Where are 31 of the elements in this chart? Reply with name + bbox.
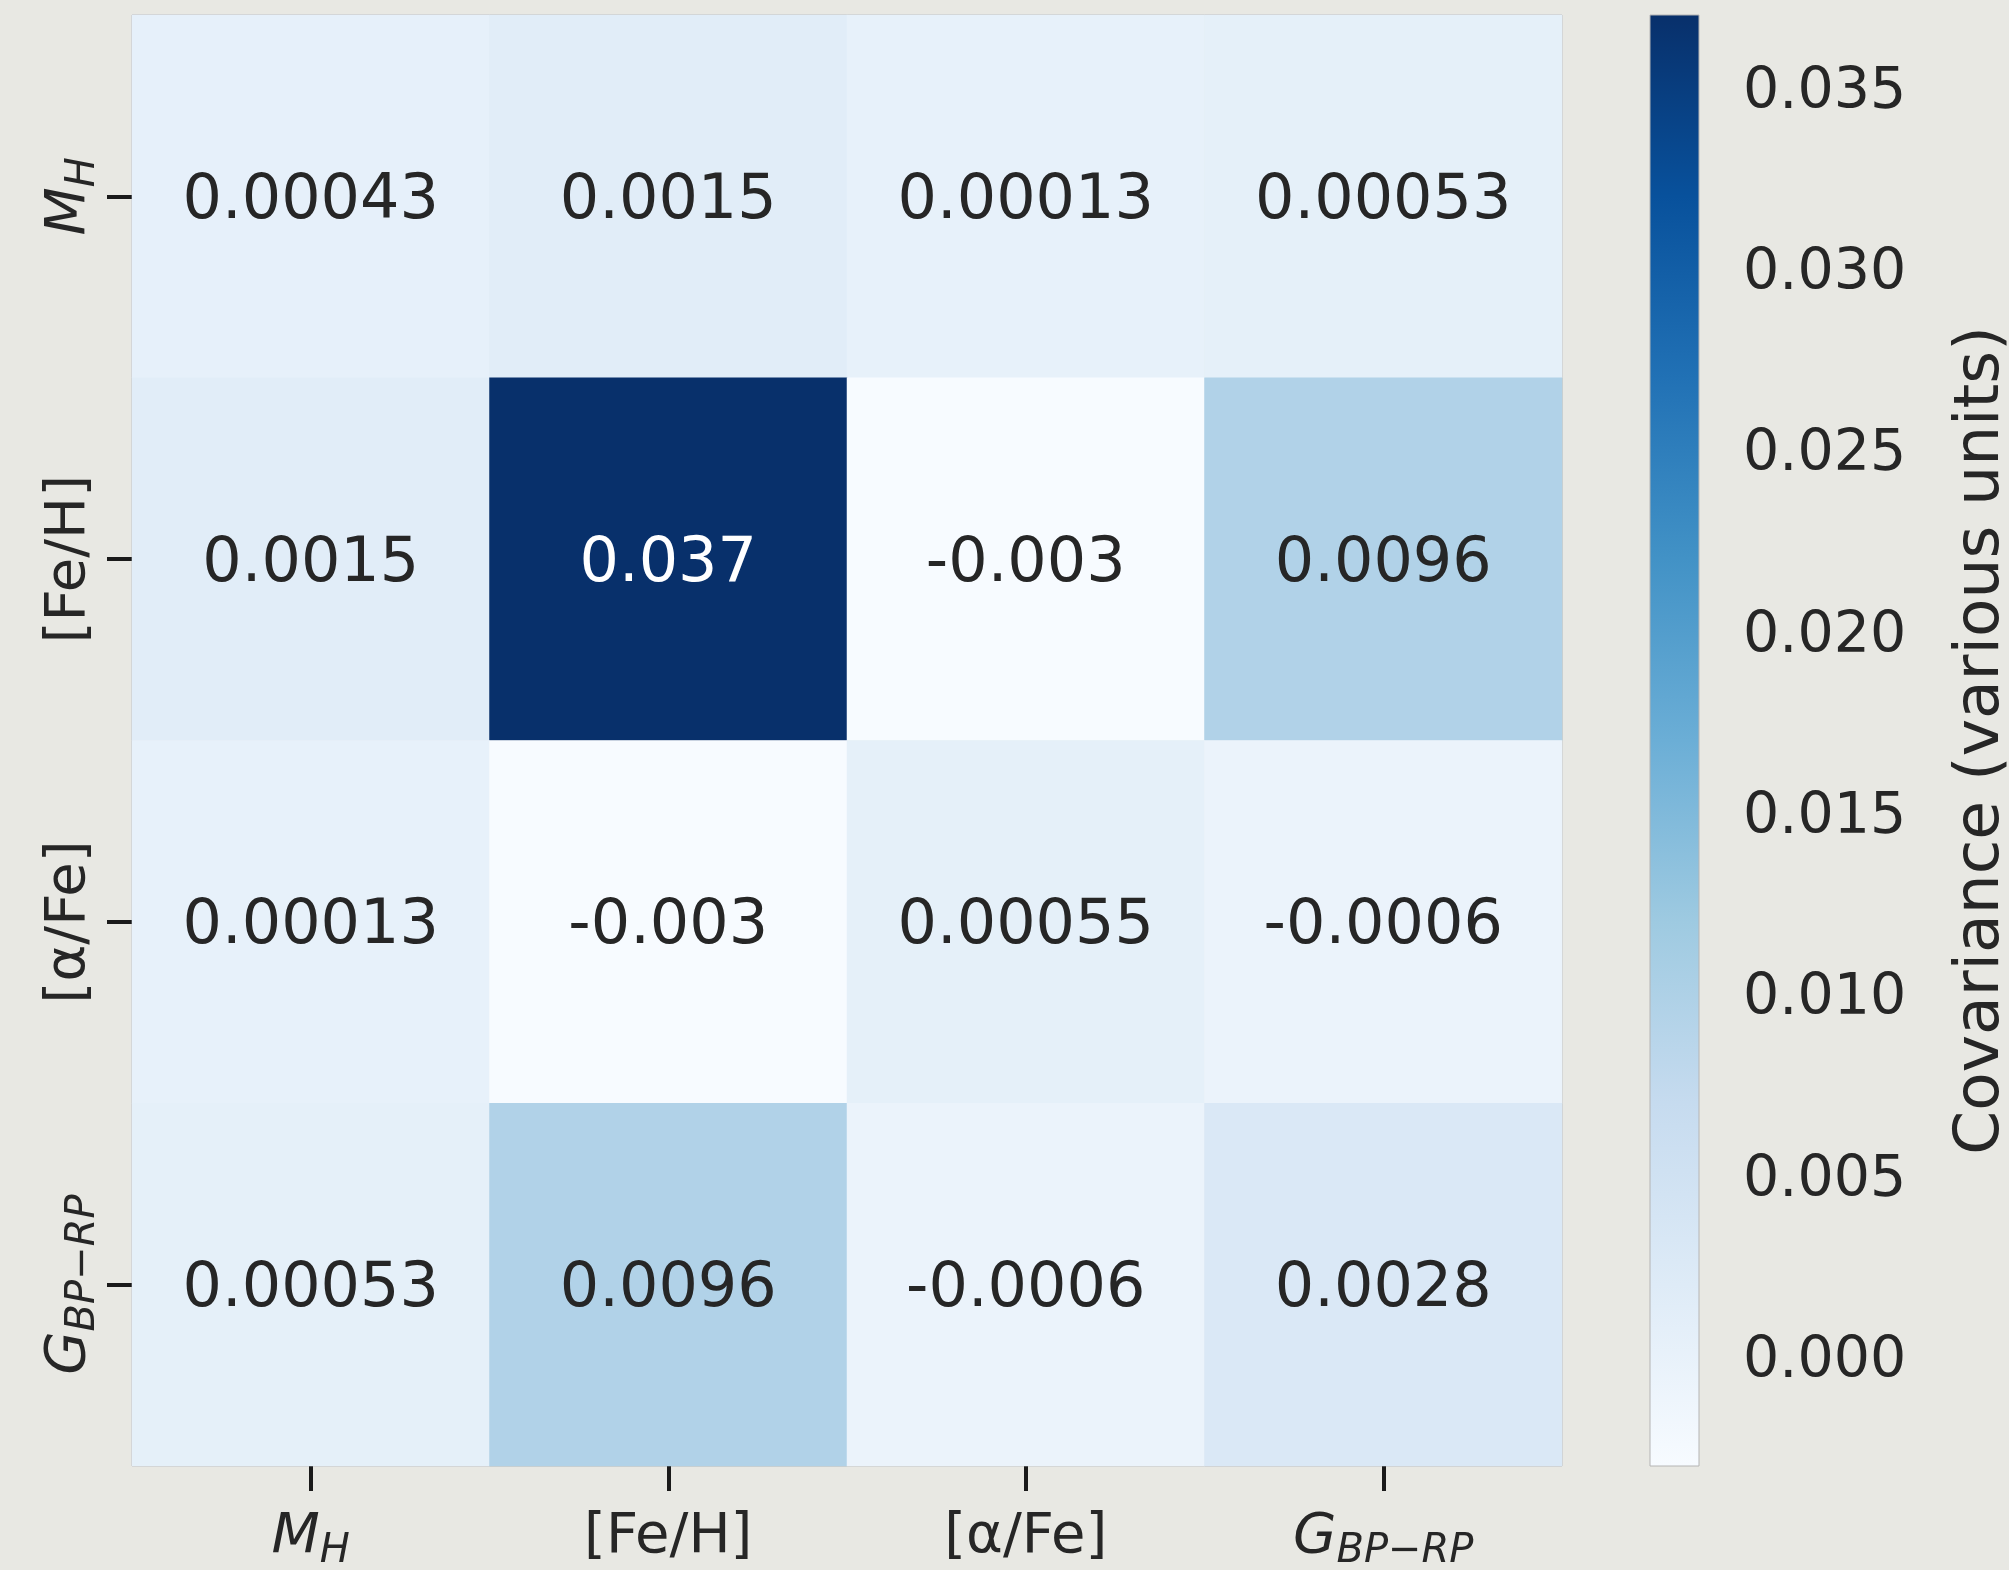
- color-bar-label: 0.020: [1743, 598, 1907, 665]
- data-label: 0.0028: [1274, 1248, 1492, 1322]
- data-label: 0.00055: [897, 885, 1154, 959]
- data-label: 0.00043: [182, 159, 439, 233]
- color-bar-label: 0.030: [1743, 235, 1907, 302]
- data-label: 0.037: [579, 522, 757, 596]
- data-label: -0.003: [925, 522, 1126, 596]
- data-label: -0.003: [568, 885, 769, 959]
- y-tick-label: GBP−RP: [31, 1193, 103, 1375]
- color-bar-label: 0.035: [1743, 54, 1907, 121]
- data-label: 0.00013: [897, 159, 1154, 233]
- data-label: 0.00053: [1255, 159, 1512, 233]
- x-tick-label: [Fe/H]: [584, 1499, 753, 1565]
- data-label: 0.0096: [1274, 522, 1492, 596]
- data-label: -0.0006: [906, 1248, 1146, 1322]
- color-bar-label: 0.005: [1743, 1142, 1907, 1209]
- data-label: 0.00013: [182, 885, 439, 959]
- data-label: 0.0015: [559, 159, 777, 233]
- data-label: 0.00053: [182, 1248, 439, 1322]
- data-label: -0.0006: [1263, 885, 1503, 959]
- color-bar-label: 0.025: [1743, 417, 1907, 484]
- y-tick-label: [α/Fe]: [31, 840, 97, 1004]
- color-bar-title: Covariance (various units): [1940, 326, 2009, 1155]
- color-bar-label: 0.015: [1743, 780, 1907, 847]
- y-tick-label: [Fe/H]: [31, 474, 97, 644]
- data-label: 0.0096: [559, 1248, 777, 1322]
- y-tick-label: MH: [31, 157, 103, 236]
- color-bar-label: 0.000: [1743, 1324, 1907, 1391]
- color-bar-label: 0.010: [1743, 961, 1907, 1028]
- x-tick-label: [α/Fe]: [944, 1499, 1108, 1565]
- data-label: 0.0015: [202, 522, 420, 596]
